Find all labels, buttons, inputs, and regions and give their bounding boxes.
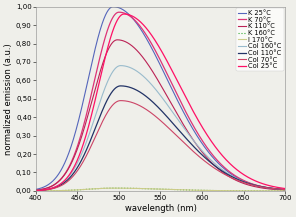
Col 110°C	[283, 188, 287, 191]
Col 110°C	[155, 105, 159, 108]
Col 160°C	[119, 64, 123, 67]
K 160°C	[111, 187, 115, 189]
Line: Col 25°C: Col 25°C	[36, 14, 285, 191]
K 160°C	[155, 188, 159, 190]
Col 70°C	[119, 99, 123, 102]
Col 25°C	[231, 164, 234, 167]
Line: Col 110°C: Col 110°C	[36, 86, 285, 191]
K 160°C	[34, 190, 38, 192]
Col 70°C	[149, 111, 152, 114]
Col 70°C	[231, 177, 234, 179]
Col 25°C	[276, 186, 280, 189]
K 110°C	[34, 189, 38, 191]
K 110°C	[155, 78, 159, 80]
K 110°C	[283, 189, 287, 191]
K 110°C	[231, 177, 234, 180]
K 25°C	[283, 188, 287, 191]
K 25°C	[111, 5, 115, 8]
Col 110°C	[231, 176, 234, 178]
K 70°C	[276, 188, 280, 190]
Col 25°C	[155, 43, 159, 45]
K 70°C	[47, 186, 50, 189]
K 160°C	[149, 187, 152, 190]
Col 110°C	[149, 99, 152, 101]
K 160°C	[283, 190, 287, 192]
Col 70°C	[47, 188, 50, 191]
Col 25°C	[122, 13, 126, 15]
Line: Col 70°C: Col 70°C	[36, 101, 285, 191]
Col 160°C	[47, 188, 50, 190]
K 25°C	[231, 173, 234, 176]
K 25°C	[155, 58, 159, 60]
Legend: K 25°C, K 70°C, K 110°C, K 160°C, I 170°C, Col 160°C, Col 110°C, Col 70°C, Col 2: K 25°C, K 70°C, K 110°C, K 160°C, I 170°…	[237, 8, 284, 71]
Col 160°C	[231, 175, 234, 178]
K 70°C	[34, 189, 38, 191]
K 70°C	[155, 53, 159, 55]
K 25°C	[276, 188, 280, 191]
I 170°C	[283, 190, 287, 192]
K 70°C	[231, 173, 234, 175]
K 110°C	[276, 188, 280, 191]
K 110°C	[47, 186, 50, 189]
I 170°C	[155, 188, 159, 190]
Y-axis label: normalized emission (a.u.): normalized emission (a.u.)	[4, 43, 13, 155]
Col 25°C	[34, 189, 38, 192]
Col 160°C	[276, 188, 280, 190]
Col 110°C	[276, 188, 280, 190]
K 160°C	[276, 190, 280, 192]
Col 160°C	[276, 188, 280, 190]
K 70°C	[149, 41, 152, 43]
Col 110°C	[34, 189, 38, 192]
K 70°C	[276, 188, 280, 191]
Col 70°C	[276, 188, 280, 190]
Line: Col 160°C: Col 160°C	[36, 66, 285, 191]
K 160°C	[47, 189, 50, 192]
Line: K 25°C: K 25°C	[36, 7, 285, 190]
K 25°C	[47, 183, 50, 186]
Line: K 160°C: K 160°C	[36, 188, 285, 191]
K 70°C	[117, 11, 121, 13]
K 160°C	[276, 190, 280, 192]
Line: I 170°C: I 170°C	[36, 188, 285, 191]
K 25°C	[149, 45, 152, 47]
K 70°C	[283, 188, 287, 191]
Col 25°C	[149, 32, 152, 35]
I 170°C	[276, 190, 280, 192]
I 170°C	[276, 190, 280, 192]
I 170°C	[47, 189, 50, 192]
K 110°C	[115, 39, 119, 41]
I 170°C	[149, 187, 152, 190]
X-axis label: wavelength (nm): wavelength (nm)	[125, 204, 197, 213]
Col 160°C	[155, 90, 159, 93]
Col 110°C	[47, 188, 50, 191]
Line: K 110°C: K 110°C	[36, 40, 285, 190]
Col 70°C	[155, 116, 159, 119]
Col 25°C	[47, 188, 50, 190]
K 25°C	[276, 188, 280, 191]
Line: K 70°C: K 70°C	[36, 12, 285, 190]
Col 70°C	[34, 189, 38, 192]
Col 160°C	[283, 188, 287, 191]
Col 110°C	[119, 85, 123, 87]
K 110°C	[149, 67, 152, 70]
Col 70°C	[283, 188, 287, 191]
K 110°C	[276, 188, 280, 191]
Col 25°C	[283, 187, 287, 190]
K 25°C	[34, 188, 38, 191]
I 170°C	[34, 190, 38, 192]
Col 160°C	[34, 189, 38, 192]
Col 160°C	[149, 82, 152, 85]
Col 110°C	[276, 188, 280, 190]
Col 70°C	[276, 188, 280, 190]
Col 25°C	[276, 186, 280, 189]
K 160°C	[231, 189, 234, 192]
I 170°C	[231, 189, 234, 192]
I 170°C	[111, 187, 115, 189]
